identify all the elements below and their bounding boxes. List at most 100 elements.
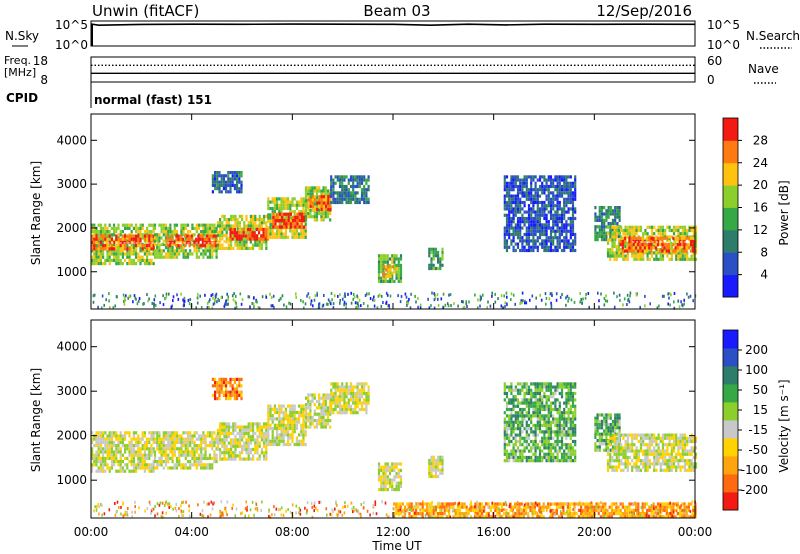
power-cell — [683, 228, 687, 233]
power-cell — [358, 184, 361, 189]
velocity-cell — [223, 428, 226, 432]
velocity-cell — [391, 484, 394, 488]
power-cell — [596, 218, 599, 222]
power-cell — [563, 245, 566, 249]
power-cell — [510, 239, 513, 243]
velocity-cell — [208, 463, 212, 467]
velocity-cell — [171, 466, 174, 470]
power-cell — [229, 187, 232, 191]
velocity-cell — [182, 437, 185, 441]
velocity-cell — [110, 434, 113, 438]
power-cell — [377, 276, 381, 280]
power-speckle — [159, 301, 161, 305]
velocity-cell — [278, 407, 281, 411]
velocity-cell — [326, 422, 330, 426]
power-cell — [160, 236, 163, 240]
velocity-cell — [434, 458, 437, 463]
power-cell — [560, 188, 564, 192]
power-cell — [558, 213, 561, 217]
power-speckle — [209, 298, 211, 302]
velocity-cell — [216, 438, 219, 442]
power-cell — [594, 234, 597, 238]
power-cell — [514, 242, 517, 246]
velocity-cell — [104, 469, 107, 473]
power-cell — [541, 184, 544, 189]
velocity-cell — [222, 384, 225, 388]
velocity-cell — [229, 377, 232, 381]
velocity-cell — [315, 425, 319, 429]
velocity-cell — [221, 431, 224, 436]
power-cell — [530, 181, 533, 185]
power-cell — [558, 226, 561, 230]
velocity-cell — [252, 428, 255, 432]
power-cell — [521, 184, 524, 189]
power-cell — [521, 188, 524, 192]
power-cell — [603, 206, 606, 210]
power-cell — [514, 248, 517, 253]
power-cell — [95, 252, 98, 256]
velocity-cell — [206, 463, 209, 467]
velocity-cell — [322, 396, 325, 400]
power-cell — [556, 188, 559, 192]
power-speckle — [200, 306, 203, 310]
power-cell — [641, 236, 644, 240]
velocity-cell — [197, 437, 201, 441]
power-cell — [108, 249, 111, 253]
power-colorbar-tick-label: 4 — [760, 268, 768, 282]
power-cell — [265, 240, 268, 244]
power-cell — [227, 174, 230, 178]
power-cell — [132, 226, 135, 230]
power-speckle — [433, 298, 436, 302]
power-cell — [184, 244, 187, 248]
power-cell — [614, 209, 617, 213]
power-cell — [216, 224, 219, 228]
power-speckle — [603, 303, 606, 307]
velocity-cell — [211, 384, 214, 388]
velocity-cell — [360, 382, 364, 386]
velocity-cell — [241, 425, 244, 429]
power-cell — [382, 271, 386, 275]
velocity-cell — [356, 388, 359, 392]
power-cell — [281, 215, 284, 219]
power-cell — [574, 232, 577, 237]
velocity-cell — [229, 390, 232, 394]
power-cell — [563, 213, 566, 217]
power-cell — [356, 184, 359, 189]
velocity-cell — [113, 453, 116, 457]
freq-left-label: Freq. — [4, 54, 31, 67]
velocity-cell — [221, 422, 224, 426]
power-cell — [219, 230, 222, 234]
power-cell — [653, 241, 656, 245]
power-cell — [503, 239, 506, 243]
power-cell — [527, 232, 531, 237]
velocity-cell — [349, 407, 353, 412]
power-cell — [126, 252, 129, 256]
power-cell — [304, 199, 308, 203]
velocity-cell — [384, 484, 387, 488]
velocity-cell — [276, 407, 279, 411]
power-cell — [249, 214, 252, 218]
velocity-cell — [267, 404, 270, 408]
power-cell — [514, 181, 517, 185]
power-cell — [690, 244, 693, 249]
power-speckle — [344, 292, 346, 296]
power-cell — [322, 199, 325, 203]
power-cell — [571, 197, 575, 201]
velocity-cell — [108, 447, 111, 451]
power-cell — [269, 206, 272, 211]
power-speckle — [248, 295, 251, 299]
velocity-cell — [309, 412, 312, 416]
velocity-cell — [197, 453, 201, 457]
power-cell — [663, 246, 666, 250]
power-cell — [295, 229, 298, 233]
power-cell — [523, 191, 526, 195]
power-speckle — [164, 297, 166, 301]
power-cell — [432, 250, 435, 255]
power-speckle — [453, 302, 455, 306]
velocity-cell — [222, 393, 225, 397]
velocity-cell — [249, 451, 252, 455]
velocity-cell — [300, 414, 303, 418]
power-cell — [534, 188, 537, 192]
power-cell — [642, 232, 645, 236]
velocity-cell — [258, 457, 261, 461]
